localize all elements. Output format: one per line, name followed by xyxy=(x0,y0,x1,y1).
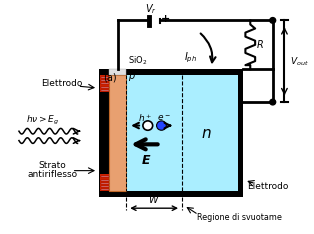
Circle shape xyxy=(157,121,166,130)
Text: Strato: Strato xyxy=(38,161,66,170)
Text: $h^+$: $h^+$ xyxy=(138,112,152,124)
Text: SiO$_2$: SiO$_2$ xyxy=(128,55,148,67)
Text: +: + xyxy=(161,15,170,24)
Bar xyxy=(109,69,126,75)
Bar xyxy=(109,75,126,191)
Text: E: E xyxy=(142,154,150,167)
Text: Elettrodo: Elettrodo xyxy=(247,182,289,191)
Circle shape xyxy=(143,121,153,130)
Text: $h\nu > E_g$: $h\nu > E_g$ xyxy=(26,114,59,128)
Bar xyxy=(100,75,109,92)
Bar xyxy=(121,75,238,191)
Text: $e^-$: $e^-$ xyxy=(158,113,171,123)
Text: $I_{ph}$: $I_{ph}$ xyxy=(184,51,197,65)
Text: antiriflesso: antiriflesso xyxy=(27,170,77,179)
Text: R: R xyxy=(257,40,264,50)
Text: $p^+$: $p^+$ xyxy=(128,69,143,84)
Text: $V_{out}$: $V_{out}$ xyxy=(290,55,309,68)
Text: n: n xyxy=(202,126,211,141)
Text: Elettrodo: Elettrodo xyxy=(41,79,83,88)
Bar xyxy=(99,69,243,197)
Text: Regione di svuotame: Regione di svuotame xyxy=(197,213,281,222)
Text: (a): (a) xyxy=(103,73,116,83)
Text: $V_r$: $V_r$ xyxy=(145,2,157,16)
Circle shape xyxy=(270,18,276,23)
Text: $W$: $W$ xyxy=(148,193,160,205)
Circle shape xyxy=(270,99,276,105)
Bar xyxy=(100,174,109,191)
